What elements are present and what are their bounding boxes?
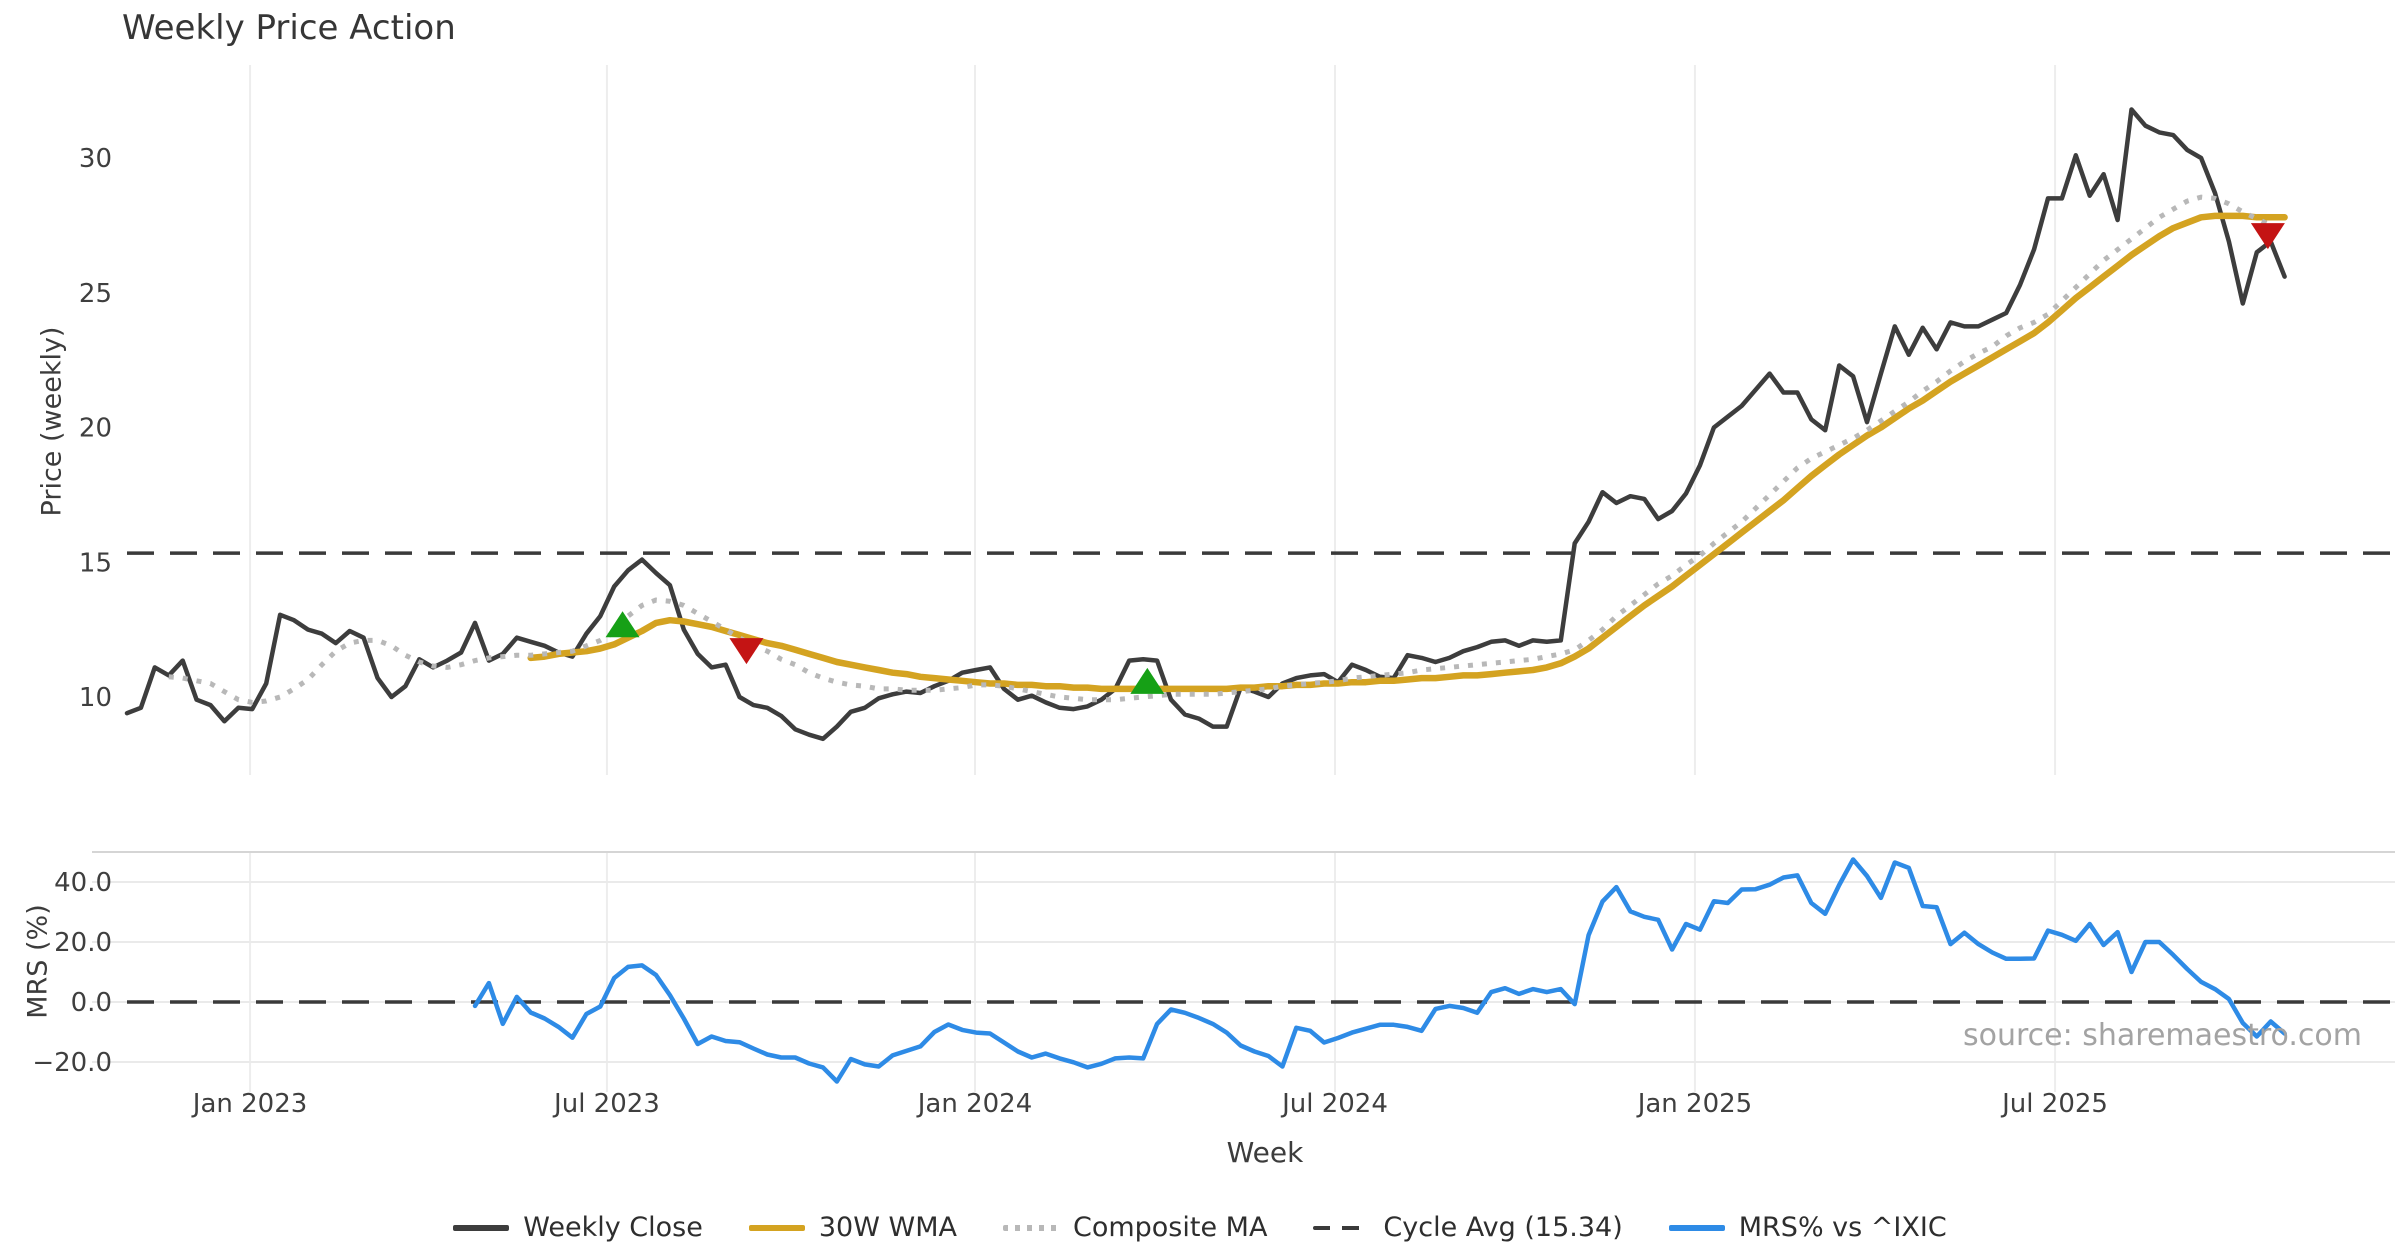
mrs-tick-label: −20.0 bbox=[32, 1048, 112, 1078]
legend-swatch-cycle-avg bbox=[1313, 1225, 1370, 1230]
legend-swatch-30w-wma bbox=[748, 1224, 805, 1231]
legend-label: Weekly Close bbox=[523, 1212, 703, 1243]
legend-item-weekly-close: Weekly Close bbox=[453, 1212, 703, 1243]
x-tick-label: Jul 2023 bbox=[552, 1089, 660, 1119]
legend-swatch-weekly-close bbox=[453, 1224, 510, 1231]
composite-ma-line bbox=[168, 194, 2286, 705]
legend-item-mrs: MRS% vs ^IXIC bbox=[1668, 1212, 1947, 1243]
legend-label: MRS% vs ^IXIC bbox=[1738, 1212, 1947, 1243]
price-tick-label: 10 bbox=[79, 683, 112, 713]
x-tick-label: Jul 2024 bbox=[1280, 1089, 1388, 1119]
x-tick-label: Jan 2023 bbox=[191, 1089, 308, 1119]
legend: Weekly Close 30W WMA Composite MA Cycle … bbox=[0, 1212, 2400, 1243]
legend-item-cycle-avg: Cycle Avg (15.34) bbox=[1313, 1212, 1623, 1243]
x-axis-label: Week bbox=[1226, 1136, 1304, 1169]
legend-item-composite-ma: Composite MA bbox=[1002, 1212, 1268, 1243]
price-tick-label: 30 bbox=[79, 144, 112, 174]
legend-item-30w-wma: 30W WMA bbox=[748, 1212, 957, 1243]
x-tick-label: Jan 2024 bbox=[916, 1089, 1033, 1119]
mrs-tick-label: 0.0 bbox=[71, 988, 112, 1018]
chart-title: Weekly Price Action bbox=[122, 8, 456, 48]
sell-signal-marker bbox=[2250, 223, 2285, 250]
x-tick-label: Jul 2025 bbox=[2000, 1089, 2108, 1119]
price-tick-label: 15 bbox=[79, 548, 112, 578]
x-tick-label: Jan 2025 bbox=[1636, 1089, 1753, 1119]
source-credit: source: sharemaestro.com bbox=[1963, 1018, 2362, 1053]
mrs-tick-label: 40.0 bbox=[54, 868, 112, 898]
legend-swatch-composite-ma bbox=[1002, 1224, 1059, 1231]
price-tick-label: 20 bbox=[79, 414, 112, 444]
buy-signal-marker bbox=[605, 611, 640, 638]
buy-signal-marker bbox=[1130, 667, 1165, 694]
legend-swatch-mrs bbox=[1668, 1224, 1725, 1231]
sell-signal-marker bbox=[729, 638, 764, 665]
price-axis-label: Price (weekly) bbox=[36, 326, 68, 517]
legend-label: Cycle Avg (15.34) bbox=[1383, 1212, 1623, 1243]
mrs-line bbox=[472, 857, 2287, 1084]
legend-label: 30W WMA bbox=[818, 1212, 957, 1243]
price-tick-label: 25 bbox=[79, 279, 112, 309]
mrs-tick-label: 20.0 bbox=[54, 928, 112, 958]
weekly-close-line bbox=[124, 107, 2287, 742]
legend-label: Composite MA bbox=[1072, 1212, 1268, 1243]
mrs-axis-label: MRS (%) bbox=[22, 904, 54, 1019]
wma-line bbox=[527, 212, 2288, 693]
